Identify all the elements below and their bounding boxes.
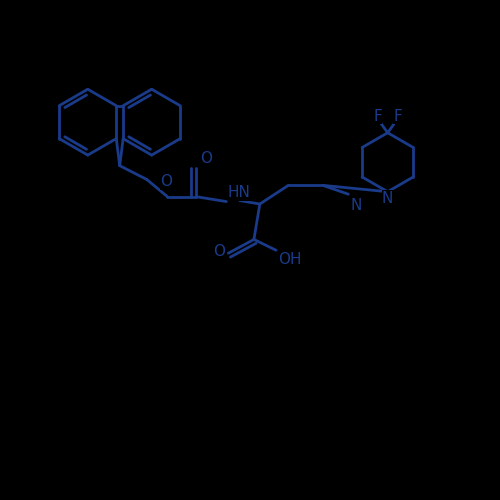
Text: O: O [200, 150, 212, 166]
Text: O: O [160, 174, 172, 190]
Text: O: O [214, 244, 226, 258]
Text: F: F [373, 109, 382, 124]
Text: OH: OH [278, 252, 302, 267]
Text: N: N [350, 198, 362, 213]
Text: N: N [382, 191, 394, 206]
Text: HN: HN [228, 185, 251, 200]
Text: F: F [394, 109, 402, 124]
